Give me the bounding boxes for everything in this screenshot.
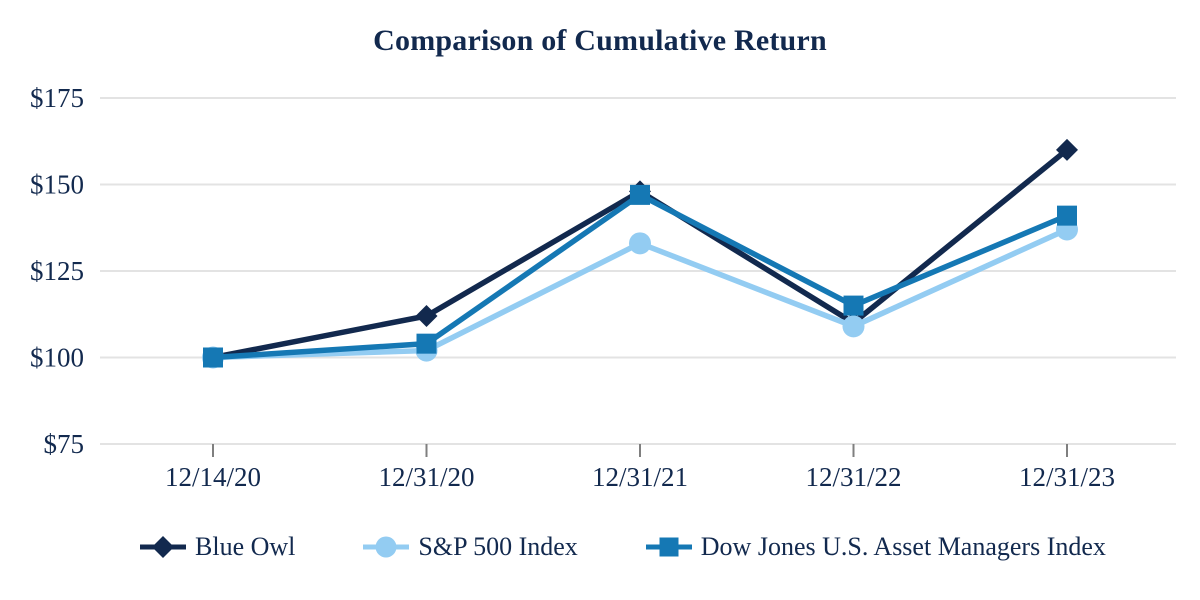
blue-owl-legend-diamond-icon: [140, 536, 186, 558]
y-axis-tick-label: $125: [30, 256, 84, 286]
chart-legend: Blue Owl S&P 500 Index Dow Jones U.S. Asse…: [140, 532, 1106, 562]
legend-label-blue-owl: Blue Owl: [195, 532, 296, 561]
legend-item-blue-owl: Blue Owl: [140, 532, 295, 562]
x-axis-tick-label: 12/31/23: [1019, 462, 1115, 492]
y-axis-tick-label: $75: [44, 429, 85, 459]
legend-item-s-p-500-index: S&P 500 Index: [363, 532, 578, 562]
blue-owl-marker-12-31-23: [1056, 138, 1078, 161]
legend-label-s-p-500-index: S&P 500 Index: [418, 532, 578, 561]
x-axis-tick-label: 12/31/21: [592, 462, 688, 492]
y-axis-tick-label: $100: [30, 343, 84, 373]
blue-owl-marker-12-31-20: [415, 304, 438, 327]
s-p-500-index-legend-circle-icon: [363, 536, 410, 558]
y-axis-tick-label: $175: [30, 83, 84, 113]
s-p-500-index-marker-12-31-22: [842, 315, 865, 338]
dow-jones-u-s-asset-managers-index-marker-12-14-20: [203, 347, 223, 368]
x-axis-tick-label: 12/14/20: [165, 462, 261, 492]
y-axis-tick-label: $150: [30, 170, 84, 200]
x-axis-tick-label: 12/31/20: [378, 462, 474, 492]
x-axis-tick-label: 12/31/22: [805, 462, 901, 492]
dow-jones-u-s-asset-managers-index-legend-square-icon: [645, 537, 692, 557]
chart-title: Comparison of Cumulative Return: [373, 24, 827, 57]
legend-label-dow-jones-u-s-asset-managers-index: Dow Jones U.S. Asset Managers Index: [700, 532, 1106, 561]
dow-jones-u-s-asset-managers-index-marker-12-31-22: [843, 295, 864, 316]
dow-jones-u-s-asset-managers-index-marker-12-31-20: [416, 333, 437, 354]
dow-jones-u-s-asset-managers-index-marker-12-31-23: [1057, 205, 1077, 226]
dow-jones-u-s-asset-managers-index-marker-12-31-21: [630, 184, 650, 205]
legend-item-dow-jones-u-s-asset-managers-index: Dow Jones U.S. Asset Managers Index: [645, 532, 1106, 562]
s-p-500-index-marker-12-31-21: [629, 232, 651, 255]
